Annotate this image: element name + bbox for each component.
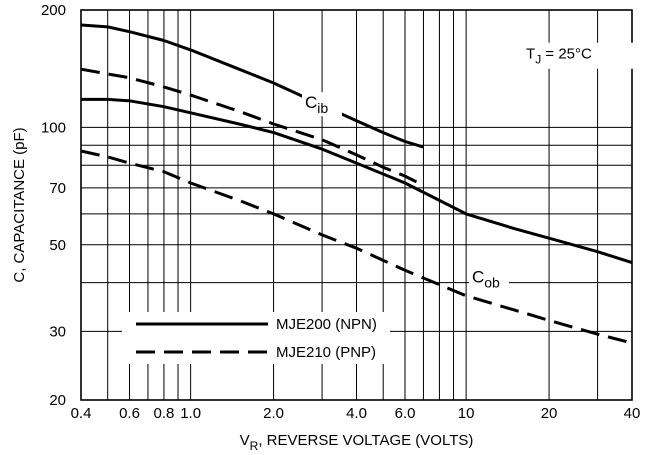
curve-label-background xyxy=(301,92,342,117)
series-line-cib-dashed xyxy=(80,67,425,187)
plot-frame xyxy=(80,9,633,401)
plot-border xyxy=(80,9,633,401)
x-axis-label: VR, REVERSE VOLTAGE (VOLTS) xyxy=(240,432,474,453)
x-tick-labels: 0.4 0.6 0.8 1.0 2.0 4.0 6.0 10 20 40 xyxy=(71,405,641,422)
x-tick-label: 40 xyxy=(624,405,641,422)
y-tick-label: 50 xyxy=(49,237,66,254)
series-group xyxy=(80,23,633,345)
curve-label-background xyxy=(468,266,509,291)
y-tick-label: 100 xyxy=(41,119,66,136)
temperature-annotation: TJ = 25°C xyxy=(526,46,592,67)
x-tick-label: 10 xyxy=(458,405,475,422)
curve-label-cob: Cob xyxy=(472,268,500,291)
series-line-cib-solid xyxy=(80,23,424,149)
x-tick-label: 1.0 xyxy=(180,405,201,422)
legend-background xyxy=(122,312,390,364)
chart-labels: VR, REVERSE VOLTAGE (VOLTS) C, CAPACITANC… xyxy=(11,42,643,453)
x-tick-label: 6.0 xyxy=(395,405,416,422)
legend-label: MJE210 (PNP) xyxy=(276,344,376,361)
y-tick-label: 30 xyxy=(49,323,66,340)
x-tick-label: 0.6 xyxy=(119,405,140,422)
legend: MJE200 (NPN) MJE210 (PNP) xyxy=(122,312,390,364)
y-tick-label: 200 xyxy=(41,2,66,19)
x-tick-label: 0.8 xyxy=(154,405,175,422)
y-tick-label: 70 xyxy=(49,180,66,197)
x-tick-label: 20 xyxy=(541,405,558,422)
legend-label: MJE200 (NPN) xyxy=(276,316,377,333)
annotation-background xyxy=(522,42,643,69)
series-line-cob-dashed xyxy=(80,149,633,345)
curve-label-cib: Cib xyxy=(305,93,328,116)
y-tick-label: 20 xyxy=(49,392,66,409)
x-tick-label: 4.0 xyxy=(346,405,367,422)
x-tick-label: 2.0 xyxy=(263,405,284,422)
x-tick-label: 0.4 xyxy=(71,405,92,422)
series-line-cob-solid xyxy=(81,97,633,265)
y-tick-labels: 20 30 50 70 100 200 xyxy=(41,2,66,409)
y-axis-label: C, CAPACITANCE (pF) xyxy=(11,127,28,282)
